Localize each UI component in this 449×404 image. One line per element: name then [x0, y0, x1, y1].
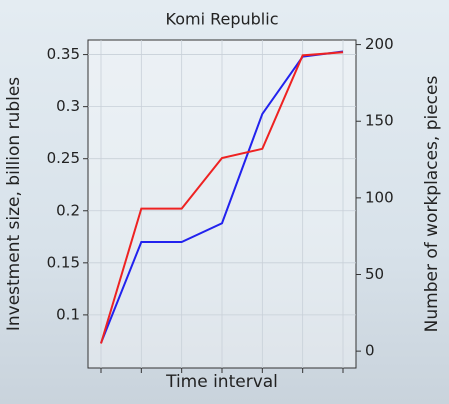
y-tick-label: 0.1	[56, 305, 80, 323]
y2-axis-label: Number of workplaces, pieces	[422, 76, 442, 333]
chart-title: Komi Republic	[166, 10, 279, 29]
x-axis-label: Time interval	[165, 372, 278, 392]
line-series	[100, 51, 344, 344]
y-tick-label: 0.35	[47, 45, 80, 63]
y2-tick-label: 200	[365, 35, 394, 53]
y-tick-label: 0.3	[56, 97, 80, 115]
y-tick-label: 0.2	[56, 201, 80, 219]
y-tick-label: 0.15	[47, 253, 80, 271]
y2-tick-label: 150	[365, 112, 394, 130]
y2-tick-label: 50	[365, 265, 384, 283]
y2-tick-label: 100	[365, 188, 394, 206]
y-axis-label: Investment size, billion rubles	[4, 77, 24, 331]
y2-tick-label: 0	[365, 342, 375, 360]
y-tick-label: 0.25	[47, 149, 80, 167]
